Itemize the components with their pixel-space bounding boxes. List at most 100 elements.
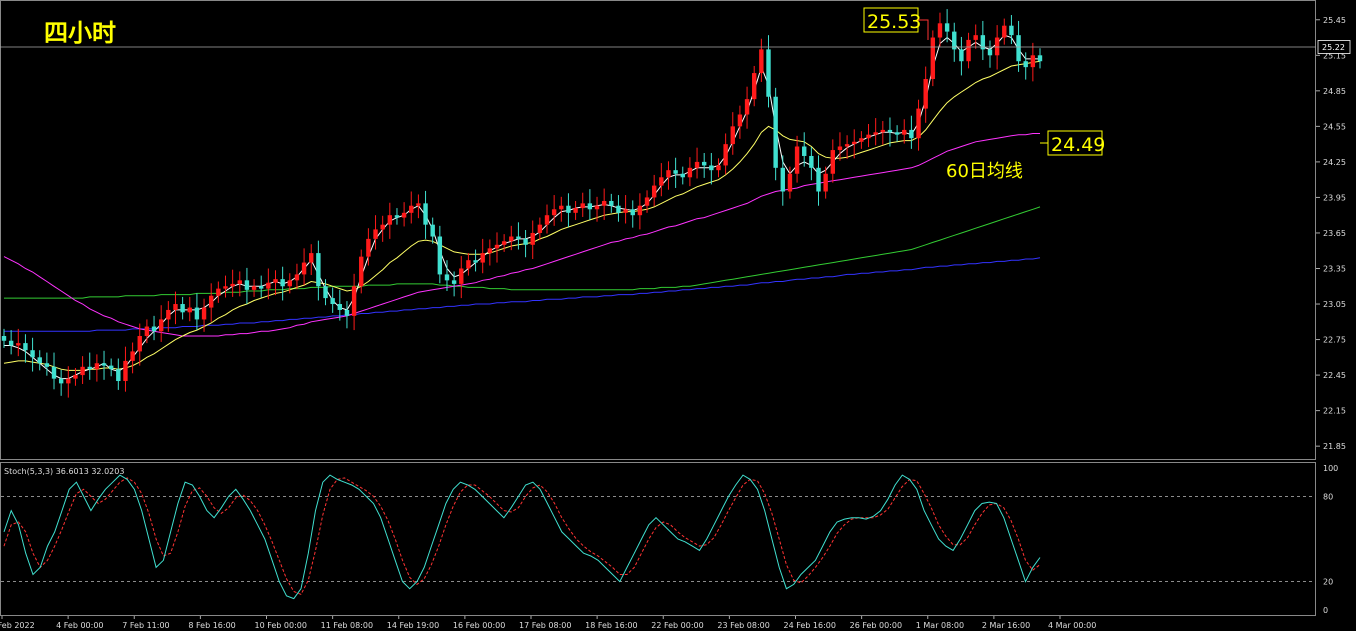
price-tick-label: 25.15 (1323, 51, 1346, 60)
stoch-main-line (3, 474, 1041, 600)
candle-body (251, 286, 257, 290)
candle-body (180, 304, 185, 313)
candle-body (516, 236, 521, 239)
price-tick-label: 23.95 (1323, 193, 1346, 202)
candle-body (580, 203, 585, 209)
time-tick-label: 1 Mar 08:00 (916, 621, 964, 630)
candle-body (1009, 25, 1014, 36)
candle-body (444, 274, 450, 281)
candle-body (873, 132, 878, 135)
candle-body (559, 205, 564, 210)
candle-body (309, 253, 314, 263)
candle-body (709, 165, 714, 171)
candle-body (716, 165, 721, 171)
candle-body (687, 167, 693, 178)
candle-body (544, 215, 550, 225)
price-axis: 25.45 25.15 24.85 24.55 24.25 23.95 23.65 23.35… (1316, 16, 1346, 451)
candle-body (744, 99, 750, 115)
candle-body (973, 35, 978, 40)
price-tick-label: 24.25 (1323, 158, 1346, 167)
candle-body (573, 208, 578, 213)
stoch-tick-label: 20 (1323, 578, 1333, 587)
candle-body (623, 209, 628, 213)
candle-body (673, 170, 678, 174)
candle-body (651, 185, 657, 198)
stoch-tick-label: 80 (1323, 492, 1333, 501)
candle-body (866, 134, 871, 139)
candle-body (301, 262, 307, 275)
time-tick-label: 7 Feb 11:00 (122, 621, 169, 630)
candle-body (773, 96, 778, 168)
candle-body (759, 49, 764, 74)
candle-body (344, 309, 350, 316)
candle-body (537, 224, 543, 233)
candle-body (923, 78, 928, 109)
candle-body (594, 205, 600, 210)
candle-body (316, 253, 321, 287)
candle-body (480, 253, 485, 263)
ma60-value-box (1047, 130, 1103, 156)
candle-body (130, 351, 135, 361)
candle-body (237, 280, 242, 284)
candle-body (830, 150, 835, 174)
candle-body (51, 366, 57, 379)
candle-body (280, 279, 285, 287)
ma60-line (3, 133, 1040, 337)
candle-body (209, 295, 214, 308)
candle-body (151, 326, 157, 332)
candle-body (16, 343, 21, 346)
candle-body (966, 39, 971, 62)
time-tick-label: 4 Mar 00:00 (1048, 621, 1096, 630)
candle-body (487, 248, 493, 254)
high-price-label: 25.53 (867, 11, 921, 33)
ma-mid-line (3, 60, 1041, 371)
candle-body (530, 232, 535, 245)
candle-body (366, 238, 371, 257)
candle-body (94, 363, 100, 370)
candle-body (23, 343, 28, 351)
candle-body (630, 209, 635, 216)
candle-body (794, 146, 800, 174)
candle-body (459, 268, 464, 284)
candle-body (787, 173, 793, 192)
candle-body (266, 282, 271, 289)
time-tick-label: 11 Feb 08:00 (321, 621, 373, 630)
price-tick-label: 22.15 (1323, 407, 1346, 416)
candle-body (80, 366, 85, 376)
price-tick-label: 22.45 (1323, 371, 1346, 380)
candle-body (501, 241, 507, 245)
candle-body (894, 132, 900, 135)
candle-body (952, 31, 957, 50)
candle-body (1023, 61, 1028, 68)
candle-body (323, 286, 328, 299)
price-tick-label: 22.75 (1323, 336, 1346, 345)
candle-body (430, 224, 435, 237)
candle-body (187, 307, 192, 313)
candle-body (666, 170, 671, 178)
candle-body (416, 203, 421, 206)
high-price-box (863, 7, 919, 33)
price-tick-label: 23.65 (1323, 229, 1346, 238)
time-tick-label: 17 Feb 08:00 (519, 621, 571, 630)
candle-body (701, 161, 707, 166)
candle-body (8, 340, 14, 346)
ma60-text-label: 60日均线 (946, 161, 1023, 182)
candle-body (244, 280, 250, 290)
candle-body (337, 304, 343, 310)
current-price-label: 25.22 (1322, 43, 1345, 52)
ma60-value-label: 24.49 (1051, 134, 1105, 156)
price-tick-label: 24.55 (1323, 122, 1346, 131)
candle-body (401, 212, 407, 218)
candle-body (223, 286, 228, 289)
candle-body (423, 203, 428, 225)
candle-body (230, 283, 235, 287)
stoch-signal-line (3, 477, 1041, 596)
candle-body (823, 173, 828, 192)
time-tick-label: 10 Feb 00:00 (255, 621, 307, 630)
candle-body (1002, 25, 1007, 38)
chart-title: 四小时 (44, 19, 116, 47)
price-tick-label: 23.35 (1323, 264, 1346, 273)
candle-body (694, 161, 700, 168)
candle-body (601, 200, 607, 206)
